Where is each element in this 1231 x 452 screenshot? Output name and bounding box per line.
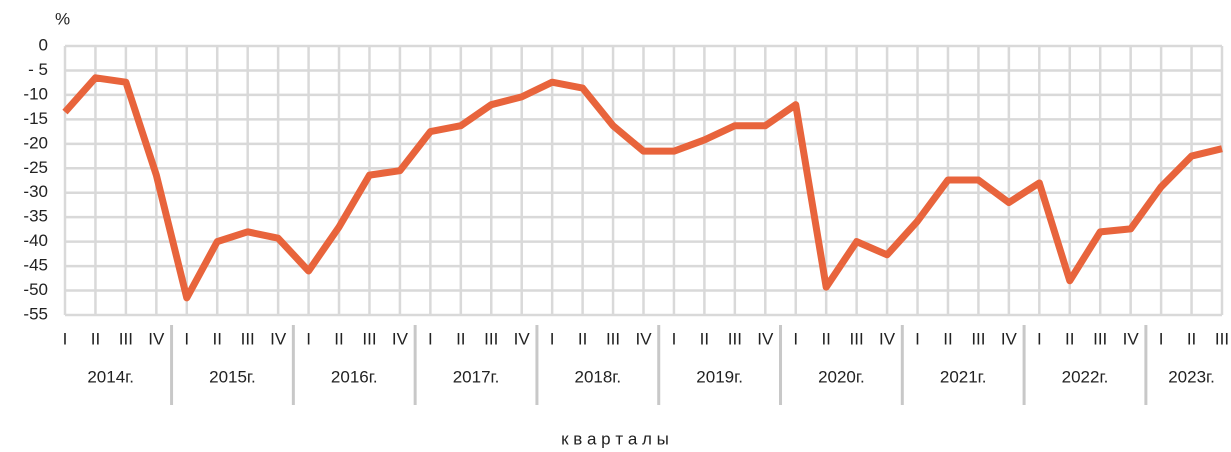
x-tick-label: I [63, 329, 68, 348]
x-tick-label: II [1065, 329, 1074, 348]
x-tick-label: III [1215, 329, 1229, 348]
year-label: 2018г. [574, 367, 621, 386]
data-line [62, 74, 1223, 302]
x-tick-label: I [184, 329, 189, 348]
x-tick-label: IV [1123, 329, 1140, 348]
x-tick-label: II [700, 329, 709, 348]
y-tick-label: - 5 [28, 60, 48, 79]
year-label: 2017г. [453, 367, 500, 386]
y-tick-label: -10 [23, 84, 48, 103]
x-tick-label: II [943, 329, 952, 348]
x-tick-label: II [1187, 329, 1196, 348]
x-tick-label: III [362, 329, 376, 348]
y-tick-label: -50 [23, 280, 48, 299]
x-tick-label: IV [635, 329, 652, 348]
x-tick-label: IV [148, 329, 165, 348]
x-axis-title: к в а р т а л ы [561, 429, 669, 448]
y-tick-label: -15 [23, 109, 48, 128]
x-tick-label: III [850, 329, 864, 348]
x-tick-label: IV [757, 329, 774, 348]
x-tick-label: II [821, 329, 830, 348]
x-tick-label: I [793, 329, 798, 348]
x-tick-label: I [306, 329, 311, 348]
x-tick-label: II [578, 329, 587, 348]
x-tick-label: II [334, 329, 343, 348]
x-tick-label: III [1093, 329, 1107, 348]
y-tick-label: -35 [23, 207, 48, 226]
y-unit: % [55, 9, 70, 28]
x-tick-label: III [728, 329, 742, 348]
year-label: 2019г. [696, 367, 743, 386]
y-tick-label: -30 [23, 182, 48, 201]
x-tick-label: IV [514, 329, 531, 348]
x-tick-label: IV [879, 329, 896, 348]
y-tick-label: -40 [23, 231, 48, 250]
y-tick-label: -55 [23, 304, 48, 323]
x-tick-label: I [915, 329, 920, 348]
x-tick-label: III [606, 329, 620, 348]
x-tick-label: I [1037, 329, 1042, 348]
y-tick-label: -25 [23, 158, 48, 177]
year-label: 2020г. [818, 367, 865, 386]
x-tick-label: I [550, 329, 555, 348]
year-label: 2021г. [940, 367, 987, 386]
y-tick-label: -20 [23, 133, 48, 152]
y-tick-label: 0 [39, 35, 48, 54]
y-tick-label: -45 [23, 256, 48, 275]
x-tick-label: III [484, 329, 498, 348]
x-tick-label: IV [1001, 329, 1018, 348]
x-tick-label: II [213, 329, 222, 348]
x-tick-label: III [241, 329, 255, 348]
x-tick-label: IV [270, 329, 287, 348]
year-label: 2015г. [209, 367, 256, 386]
x-tick-label: IV [392, 329, 409, 348]
x-tick-label: I [1159, 329, 1164, 348]
x-tick-label: III [971, 329, 985, 348]
year-label: 2022г. [1062, 367, 1109, 386]
year-label: 2014г. [87, 367, 134, 386]
year-label: 2023г. [1168, 367, 1215, 386]
year-label: 2016г. [331, 367, 378, 386]
x-tick-label: II [456, 329, 465, 348]
x-tick-label: I [672, 329, 677, 348]
x-tick-label: II [91, 329, 100, 348]
x-tick-label: I [428, 329, 433, 348]
x-tick-label: III [119, 329, 133, 348]
